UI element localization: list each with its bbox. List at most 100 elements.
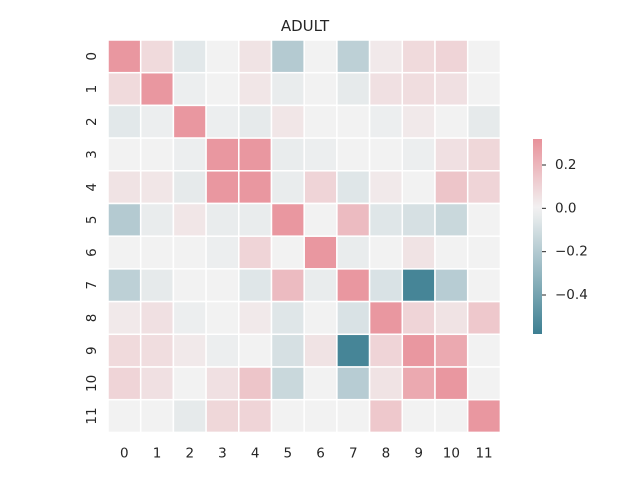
y-tick-label: 6 [84,248,100,257]
heatmap-cell-7-3 [205,268,240,303]
heatmap-cell-5-5 [270,202,305,237]
heatmap-cell-0-4 [238,39,273,74]
heatmap-cell-8-8 [368,300,404,336]
heatmap-cell-7-1 [139,268,175,303]
heatmap-cell-8-5 [270,300,305,336]
heatmap-cell-3-6 [303,137,338,172]
heatmap-cell-5-6 [303,202,338,237]
heatmap-cell-4-3 [205,170,240,205]
x-tick-label: 8 [382,445,391,461]
heatmap-cell-1-8 [368,71,404,107]
heatmap-cell-6-7 [336,235,371,270]
x-tick-label: 10 [443,445,460,461]
heatmap-cell-2-8 [368,104,404,139]
heatmap-cell-11-9 [401,398,436,434]
heatmap-cell-7-4 [238,268,273,303]
heatmap-cell-9-1 [139,333,175,368]
heatmap-cell-11-11 [466,398,502,434]
heatmap-cell-9-0 [107,333,142,368]
heatmap-cell-11-2 [172,398,207,434]
heatmap-cell-11-10 [434,398,469,434]
heatmap-cell-10-2 [172,366,207,401]
heatmap-cell-0-7 [336,39,371,74]
heatmap-cell-9-9 [401,333,436,368]
y-tick-label: 10 [84,375,100,392]
heatmap-cell-8-3 [205,300,240,336]
colorbar-tick-label: −0.4 [555,287,588,303]
heatmap-cell-3-8 [368,137,404,172]
heatmap-cell-9-2 [172,333,207,368]
y-tick-label: 9 [84,346,100,355]
heatmap-cell-9-5 [270,333,305,368]
y-tick-label: 7 [84,281,100,290]
heatmap-cell-8-6 [303,300,338,336]
heatmap-cell-10-4 [238,366,273,401]
heatmap-cell-1-1 [139,71,175,107]
heatmap-cell-10-9 [401,366,436,401]
heatmap-cell-11-5 [270,398,305,434]
y-tick-label: 11 [84,407,100,424]
heatmap-cell-0-1 [139,39,175,74]
heatmap-cell-4-10 [434,170,469,205]
heatmap-cell-6-11 [466,235,502,270]
heatmap-cell-3-4 [238,137,273,172]
colorbar [533,139,542,334]
x-tick-label: 1 [153,445,162,461]
heatmap-cell-6-8 [368,235,404,270]
heatmap-cell-6-0 [107,235,142,270]
heatmap-cell-9-3 [205,333,240,368]
heatmap-cell-8-1 [139,300,175,336]
y-tick-label: 5 [84,216,100,225]
heatmap-cell-4-9 [401,170,436,205]
heatmap-cell-4-6 [303,170,338,205]
heatmap-cell-7-5 [270,268,305,303]
heatmap-cell-1-5 [270,71,305,107]
heatmap-cell-1-2 [172,71,207,107]
heatmap-cell-10-6 [303,366,338,401]
heatmap-cell-1-10 [434,71,469,107]
heatmap-cell-7-9 [401,268,436,303]
heatmap-cell-3-10 [434,137,469,172]
heatmap-cell-10-11 [466,366,502,401]
heatmap-cell-5-1 [139,202,175,237]
chart-title: ADULT [281,17,330,35]
heatmap-cell-1-11 [466,71,502,107]
heatmap-cell-11-6 [303,398,338,434]
heatmap-cell-3-9 [401,137,436,172]
heatmap-cell-10-5 [270,366,305,401]
heatmap-cell-5-2 [172,202,207,237]
y-tick-label: 8 [84,314,100,323]
heatmap-cell-7-6 [303,268,338,303]
y-tick-label: 3 [84,150,100,159]
heatmap-cell-0-11 [466,39,502,74]
heatmap-cell-11-3 [205,398,240,434]
heatmap-cell-3-11 [466,137,502,172]
heatmap-cell-11-7 [336,398,371,434]
heatmap-cell-11-8 [368,398,404,434]
heatmap-cell-5-4 [238,202,273,237]
heatmap-cell-3-1 [139,137,175,172]
heatmap-cell-10-10 [434,366,469,401]
heatmap-cell-5-8 [368,202,404,237]
heatmap-cell-1-7 [336,71,371,107]
x-tick-label: 0 [120,445,129,461]
x-tick-label: 7 [349,445,358,461]
heatmap-cell-5-7 [336,202,371,237]
x-tick-label: 4 [251,445,260,461]
heatmap-cell-4-11 [466,170,502,205]
x-tick-label: 6 [316,445,325,461]
y-tick-label: 1 [84,85,100,94]
heatmap-cell-7-11 [466,268,502,303]
x-axis-ticks: 0 1 2 3 4 5 6 7 8 9 10 11 [120,445,493,461]
heatmap-cell-1-4 [238,71,273,107]
heatmap-cell-9-11 [466,333,502,368]
heatmap-cell-9-4 [238,333,273,368]
heatmap-cell-2-10 [434,104,469,139]
heatmap-cell-7-7 [336,268,371,303]
heatmap-cell-6-6 [303,235,338,270]
heatmap-cell-9-8 [368,333,404,368]
heatmap-cell-10-1 [139,366,175,401]
heatmap-cell-3-2 [172,137,207,172]
heatmap-cell-6-1 [139,235,175,270]
heatmap-cell-5-0 [107,202,142,237]
